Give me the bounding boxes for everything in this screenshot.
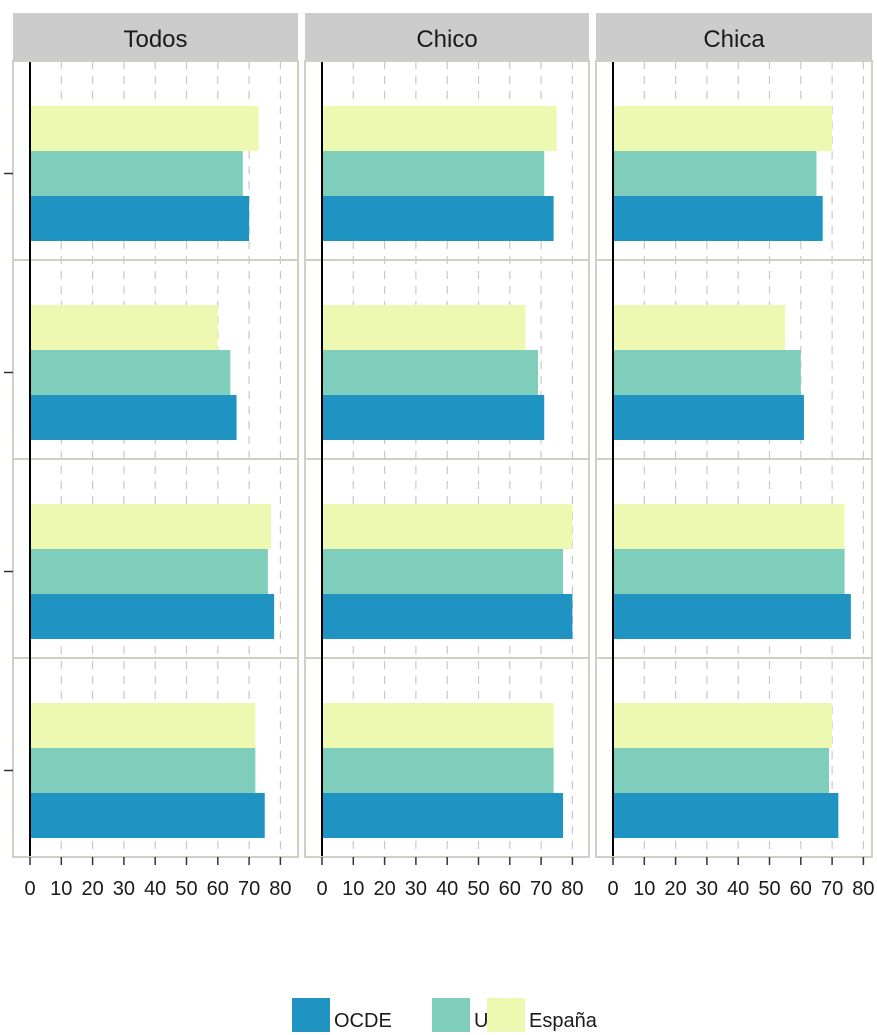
legend-swatch <box>292 998 330 1032</box>
bar-todos-row4-ue <box>30 748 256 793</box>
x-tick-label: 50 <box>467 878 489 900</box>
bar-chica-row4-españa <box>613 703 833 748</box>
legend-swatch <box>487 998 525 1032</box>
bar-todos-row3-ocde <box>30 594 275 639</box>
bar-chica-row2-españa <box>613 305 786 350</box>
bar-chica-row1-españa <box>613 106 833 151</box>
bar-chico-row2-ocde <box>322 395 545 440</box>
legend-label: España <box>529 1010 598 1032</box>
x-tick-label: 50 <box>758 878 780 900</box>
bar-chico-row1-ue <box>322 151 545 196</box>
bar-chica-row4-ue <box>613 748 829 793</box>
facet-panels: Todos 0 10 20 30 40 50 60 70 80 Chico 0 10 20 30 40 50 60… <box>12 13 875 900</box>
x-tick-label: 70 <box>530 878 552 900</box>
x-tick-label: 80 <box>852 878 874 900</box>
facet-strip-label: Chica <box>703 26 765 53</box>
bar-chica-row3-españa <box>613 504 845 549</box>
x-tick-label: 20 <box>664 878 686 900</box>
facet-chico: Chico 0 10 20 30 40 50 60 70 80 <box>304 13 590 900</box>
x-tick-label: 80 <box>269 878 291 900</box>
legend-item-ocde: OCDE <box>292 998 392 1032</box>
x-tick-label: 60 <box>499 878 521 900</box>
bar-chico-row3-ocde <box>322 594 573 639</box>
bar-chico-row1-españa <box>322 106 557 151</box>
facet-strip <box>305 13 589 61</box>
bar-todos-row2-ocde <box>30 395 237 440</box>
bar-chico-row4-españa <box>322 703 554 748</box>
bar-todos-row3-españa <box>30 504 272 549</box>
x-tick-label: 30 <box>405 878 427 900</box>
bar-todos-row4-españa <box>30 703 256 748</box>
bar-chica-row2-ocde <box>613 395 804 440</box>
x-tick-label: 10 <box>342 878 364 900</box>
x-tick-label: 0 <box>24 878 35 900</box>
legend-label: OCDE <box>334 1010 392 1032</box>
x-tick-label: 70 <box>238 878 260 900</box>
bar-chico-row3-ue <box>322 549 564 594</box>
bar-chico-row1-ocde <box>322 196 554 241</box>
x-tick-label: 60 <box>790 878 812 900</box>
y-axis-ticks <box>4 172 13 772</box>
facet-strip-label: Chico <box>416 26 477 53</box>
x-tick-label: 70 <box>821 878 843 900</box>
x-tick-label: 40 <box>144 878 166 900</box>
facet-todos: Todos 0 10 20 30 40 50 60 70 80 <box>12 13 299 900</box>
x-tick-label: 20 <box>373 878 395 900</box>
facet-strip <box>13 13 298 61</box>
bar-chico-row3-españa <box>322 504 573 549</box>
legend: OCDEUEEspaña <box>292 998 598 1032</box>
legend-swatch <box>432 998 470 1032</box>
bar-chica-row2-ue <box>613 350 801 395</box>
bar-todos-row2-ue <box>30 350 231 395</box>
x-tick-label: 40 <box>727 878 749 900</box>
bar-chica-row1-ue <box>613 151 817 196</box>
bar-todos-row1-españa <box>30 106 259 151</box>
bar-chico-row2-españa <box>322 305 526 350</box>
bar-chico-row4-ocde <box>322 793 564 838</box>
x-tick-label: 20 <box>81 878 103 900</box>
x-tick-label: 0 <box>607 878 618 900</box>
x-tick-label: 10 <box>50 878 72 900</box>
bar-chica-row3-ocde <box>613 594 851 639</box>
bar-todos-row4-ocde <box>30 793 265 838</box>
x-tick-label: 30 <box>696 878 718 900</box>
bar-chico-row4-ue <box>322 748 554 793</box>
x-tick-label: 0 <box>316 878 327 900</box>
legend-item-españa: España <box>487 998 598 1032</box>
x-tick-label: 10 <box>633 878 655 900</box>
x-tick-label: 40 <box>436 878 458 900</box>
bar-todos-row2-españa <box>30 305 218 350</box>
bar-chico-row2-ue <box>322 350 538 395</box>
x-tick-label: 50 <box>175 878 197 900</box>
facet-strip-label: Todos <box>123 26 187 53</box>
facet-chica: Chica 0 10 20 30 40 50 60 70 80 <box>595 13 875 900</box>
x-tick-label: 80 <box>561 878 583 900</box>
bar-todos-row1-ue <box>30 151 243 196</box>
x-tick-label: 60 <box>207 878 229 900</box>
facet-strip <box>596 13 872 61</box>
bar-todos-row3-ue <box>30 549 268 594</box>
panel-border <box>595 60 873 858</box>
bar-todos-row1-ocde <box>30 196 250 241</box>
x-tick-label: 30 <box>113 878 135 900</box>
bar-chica-row3-ue <box>613 549 845 594</box>
bar-chica-row1-ocde <box>613 196 823 241</box>
bar-chica-row4-ocde <box>613 793 839 838</box>
